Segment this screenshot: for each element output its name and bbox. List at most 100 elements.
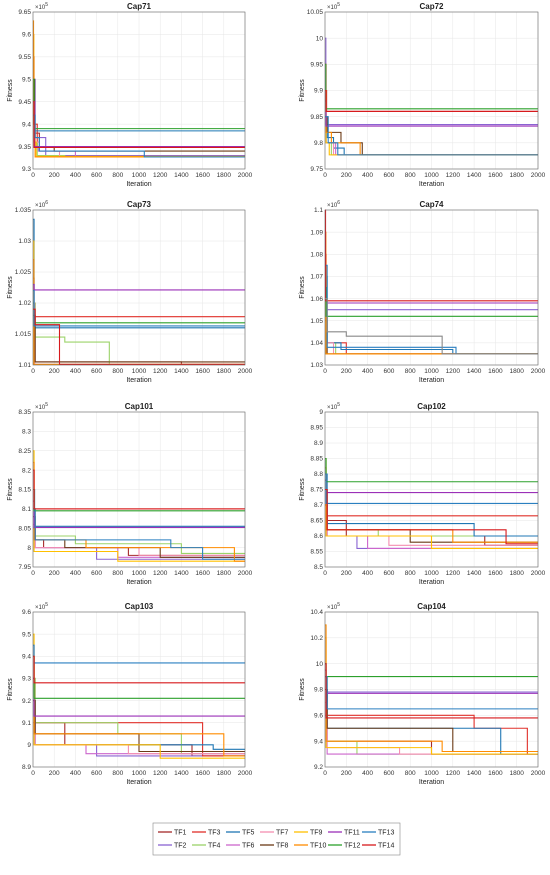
plot-frame [324,611,539,768]
x-tick-label: 1400 [174,368,189,375]
x-tick-label: 1600 [488,770,503,777]
chart-panel-cap102: 0 200 400 600 800 1000 1200 1400 1600 1800 2000 8.5… [299,402,546,586]
plot-frame [32,209,246,366]
x-tick-label: 400 [362,570,373,577]
y-tick-label: 9 [319,409,323,416]
y-axis-label: Fitness [299,678,306,701]
axis-exponent: ×105 [35,2,48,11]
series-line-tf14 [33,655,245,684]
y-tick-label: 9.45 [18,99,31,106]
y-tick-label: 10 [316,35,324,42]
axis-exponent-power: 5 [45,402,48,408]
x-tick-label: 400 [70,570,81,577]
x-tick-label: 1200 [153,368,168,375]
x-tick-label: 1400 [467,172,482,179]
axis-exponent-power: 5 [337,402,340,408]
y-tick-label: 8 [27,545,31,552]
y-tick-label: 9.2 [22,698,31,705]
x-tick-label: 1200 [446,570,461,577]
x-tick-label: 400 [70,368,81,375]
x-tick-label: 800 [405,172,416,179]
x-tick-label: 1200 [446,172,461,179]
y-tick-label: 1.015 [15,331,32,338]
series-line-tf13 [33,508,245,560]
x-tick-label: 200 [49,172,60,179]
chart-panel-cap71: 0 200 400 600 800 1000 1200 1400 1600 1800 2000 9.3… [7,2,253,188]
chart-panel-cap73: 0 200 400 600 800 1000 1200 1400 1600 1800 2000 1.0… [7,200,253,384]
x-axis-label: Iteration [126,181,151,188]
y-tick-label: 1.03 [310,362,323,369]
y-tick-label: 9.8 [314,140,323,147]
axis-exponent: ×105 [35,602,48,611]
legend-label-tf10: TF10 [310,843,326,850]
series-line-tf13 [33,114,245,158]
axis-exponent: ×105 [327,602,340,611]
y-tick-label: 1.07 [310,274,323,281]
y-tick-label: 9.1 [22,720,31,727]
plot-frame [32,611,246,768]
axis-exponent: ×106 [327,200,340,209]
y-tick-label: 8.9 [314,440,323,447]
x-tick-label: 0 [31,570,35,577]
series-line-tf9 [33,633,245,759]
chart-title: Cap72 [419,2,444,11]
axis-exponent: ×105 [35,402,48,411]
y-tick-label: 8.35 [18,409,31,416]
plot-frame [324,11,539,170]
x-tick-label: 800 [405,368,416,375]
axis-exponent: ×105 [327,2,340,11]
legend-label-tf8: TF8 [276,843,289,850]
x-tick-label: 800 [405,770,416,777]
series-line-tf14 [33,308,245,365]
legend-label-tf4: TF4 [208,843,221,850]
series-line-tf12 [325,457,538,483]
x-tick-label: 1000 [424,770,439,777]
legend-label-tf13: TF13 [378,830,394,837]
x-tick-label: 1000 [132,770,147,777]
x-tick-label: 1800 [217,368,232,375]
x-tick-label: 1600 [195,570,210,577]
chart-panel-cap74: 0 200 400 600 800 1000 1200 1400 1600 1800 2000 1.0… [299,200,546,384]
x-tick-label: 2000 [238,172,253,179]
y-axis-label: Fitness [7,276,14,299]
x-tick-label: 600 [91,770,102,777]
series-line-tf14 [325,488,538,545]
legend-label-tf3: TF3 [208,830,221,837]
y-tick-label: 1.03 [18,238,31,245]
axis-exponent: ×105 [327,402,340,411]
x-tick-label: 1600 [488,172,503,179]
legend-label-tf11: TF11 [344,830,360,837]
y-tick-label: 8.65 [310,518,323,525]
y-axis-label: Fitness [299,478,306,501]
series-line-tf14 [325,663,538,719]
x-tick-label: 2000 [238,368,253,375]
x-axis-label: Iteration [419,779,444,786]
x-tick-label: 1200 [153,172,168,179]
legend: TF1 TF2 TF3 TF4 TF5 TF6 TF7 TF8 TF9 TF10 TF11 TF12 T… [152,822,401,856]
chart-panel-cap72: 0 200 400 600 800 1000 1200 1400 1600 1800 2000 9.7… [299,2,546,188]
x-tick-label: 1000 [132,368,147,375]
x-tick-label: 1200 [446,770,461,777]
chart-title: Cap102 [417,402,446,411]
x-tick-label: 1000 [424,172,439,179]
x-tick-label: 0 [323,570,327,577]
legend-label-tf1: TF1 [174,830,187,837]
x-tick-label: 1400 [174,570,189,577]
x-tick-label: 200 [341,770,352,777]
y-tick-label: 9.75 [310,166,323,173]
x-tick-label: 1600 [195,770,210,777]
x-tick-label: 1400 [174,172,189,179]
y-tick-label: 10.4 [310,609,323,616]
x-tick-label: 800 [112,770,123,777]
y-tick-label: 1.08 [310,251,323,258]
y-tick-label: 9.4 [22,121,31,128]
axis-exponent-power: 5 [337,602,340,608]
y-tick-label: 9.95 [310,62,323,69]
y-axis-label: Fitness [299,79,306,102]
y-tick-label: 8.85 [310,456,323,463]
x-tick-label: 1800 [217,570,232,577]
y-tick-label: 9 [27,742,31,749]
legend-label-tf6: TF6 [242,843,255,850]
y-tick-label: 9.6 [22,609,31,616]
